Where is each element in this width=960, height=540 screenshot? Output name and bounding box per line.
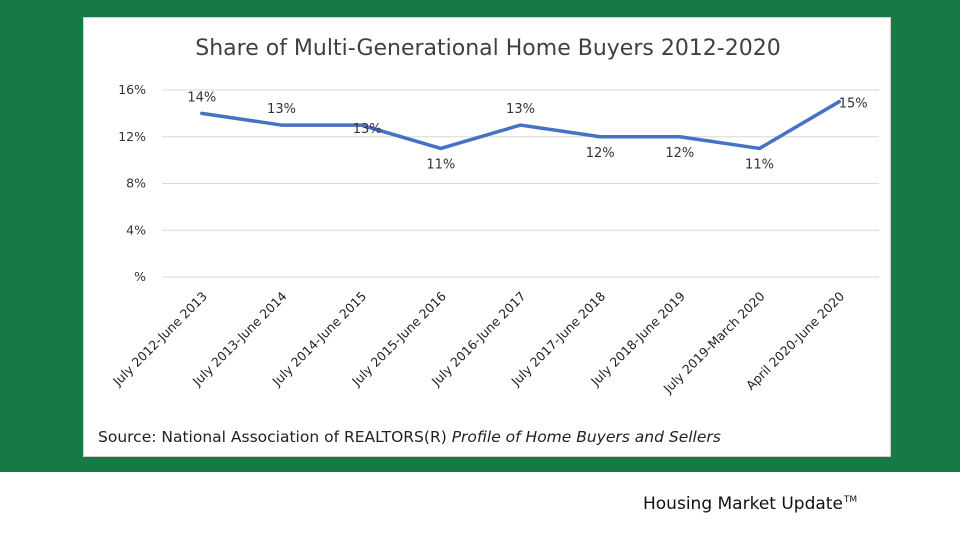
y-tick-label: 16% — [118, 82, 146, 97]
data-point — [359, 123, 363, 127]
footer-brand: Housing Market UpdateTM — [643, 494, 857, 514]
data-point — [678, 135, 682, 139]
source-note: Source: National Association of REALTORS… — [98, 428, 721, 446]
data-label: 15% — [839, 97, 868, 112]
data-point — [758, 146, 761, 150]
chart-card: Share of Multi-Generational Home Buyers … — [83, 17, 891, 457]
source-prefix: Source: National Association of REALTORS… — [98, 428, 452, 446]
data-point — [200, 111, 204, 115]
data-point — [519, 123, 522, 127]
source-publication: Profile of Home Buyers and Sellers — [451, 428, 721, 446]
data-label: 13% — [267, 102, 296, 117]
data-point — [280, 123, 283, 127]
data-label: 14% — [187, 90, 216, 105]
data-label: 13% — [353, 122, 382, 137]
data-label: 11% — [745, 157, 774, 172]
y-tick-label: 4% — [126, 222, 146, 237]
data-point — [598, 135, 602, 139]
data-label: 13% — [506, 102, 535, 117]
data-label: 11% — [426, 157, 455, 172]
chart-title: Share of Multi-Generational Home Buyers … — [195, 36, 781, 61]
y-tick-label: 8% — [126, 176, 146, 191]
line-chart: %4%8%12%16%14%13%13%11%13%12% 12%11%15%Ju… — [109, 82, 879, 396]
footer-brand-text: Housing Market Update — [643, 494, 843, 514]
trademark-mark: TM — [843, 495, 858, 506]
y-tick-label: 12% — [118, 129, 146, 144]
data-point — [439, 146, 443, 150]
data-label: 12% — [665, 146, 694, 161]
data-label: 12% — [586, 146, 615, 161]
data-point — [837, 100, 841, 104]
y-tick-label: % — [134, 269, 146, 284]
